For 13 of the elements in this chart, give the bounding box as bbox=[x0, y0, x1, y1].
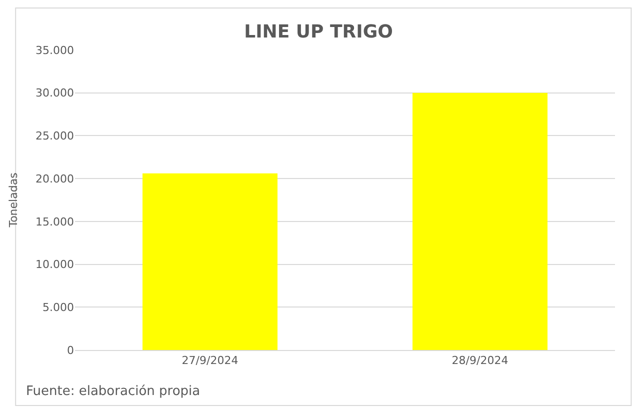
source-note: Fuente: elaboración propia bbox=[26, 384, 200, 399]
y-tick-label: 0 bbox=[67, 344, 74, 357]
y-tick-label: 15.000 bbox=[36, 215, 74, 228]
y-axis-title: Toneladas bbox=[7, 172, 20, 228]
y-tick-label: 10.000 bbox=[36, 258, 74, 272]
x-tick-label: 27/9/2024 bbox=[182, 354, 238, 368]
y-tick-label: 5.000 bbox=[42, 300, 74, 314]
y-tick-label: 25.000 bbox=[36, 130, 74, 143]
x-tick-label: 28/9/2024 bbox=[452, 354, 508, 368]
y-tick-label: 20.000 bbox=[36, 172, 74, 186]
y-tick-label: 35.000 bbox=[36, 44, 74, 57]
y-tick-label: 30.000 bbox=[36, 86, 74, 100]
chart-title: LINE UP TRIGO bbox=[244, 21, 393, 42]
